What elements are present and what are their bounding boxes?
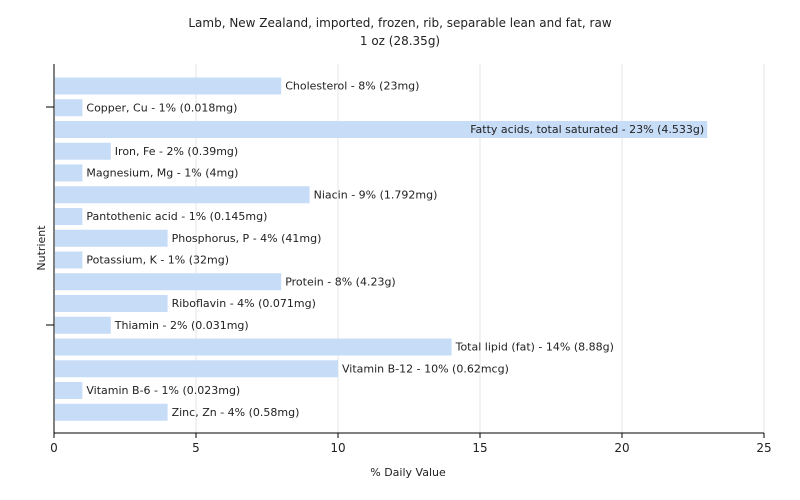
bar-label-12: Total lipid (fat) - 14% (8.88g) [455, 341, 614, 354]
bar-15 [55, 403, 168, 421]
x-axis-label: % Daily Value [370, 466, 446, 479]
bar-9 [55, 273, 282, 291]
x-tick-label-5: 25 [756, 441, 771, 455]
bar-label-7: Phosphorus, P - 4% (41mg) [172, 232, 322, 245]
bar-3 [55, 142, 111, 160]
bar-label-10: Riboflavin - 4% (0.071mg) [172, 297, 316, 310]
x-tick-label-3: 15 [472, 441, 487, 455]
bar-7 [55, 229, 168, 247]
bar-label-8: Potassium, K - 1% (32mg) [86, 254, 229, 267]
bar-1 [55, 99, 83, 117]
bar-8 [55, 251, 83, 269]
bar-labels-group: Cholesterol - 8% (23mg) Copper, Cu - 1% (… [86, 80, 704, 419]
bar-5 [55, 186, 310, 204]
bar-label-1: Copper, Cu - 1% (0.018mg) [86, 101, 237, 114]
bar-4 [55, 164, 83, 182]
chart-subtitle: 1 oz (28.35g) [360, 34, 440, 48]
bar-2 [55, 121, 708, 138]
bar-0 [55, 77, 282, 95]
bar-label-14: Vitamin B-6 - 1% (0.023mg) [86, 384, 240, 397]
bar-13 [55, 360, 338, 378]
x-tick-label-1: 5 [192, 441, 200, 455]
chart-title: Lamb, New Zealand, imported, frozen, rib… [188, 16, 611, 30]
bar-label-9: Protein - 8% (4.23g) [285, 275, 396, 288]
x-tick-label-2: 10 [330, 441, 345, 455]
bars-group [55, 77, 708, 421]
bar-label-5: Niacin - 9% (1.792mg) [314, 188, 438, 201]
bar-label-15: Zinc, Zn - 4% (0.58mg) [172, 406, 300, 419]
bar-12 [55, 338, 452, 356]
bar-label-4: Magnesium, Mg - 1% (4mg) [86, 167, 238, 180]
grid-lines [195, 64, 765, 433]
bar-11 [55, 316, 111, 334]
bar-10 [55, 295, 168, 312]
bar-label-2: Fatty acids, total saturated - 23% (4.53… [470, 123, 704, 136]
y-axis-label: Nutrient [35, 225, 48, 271]
x-tick-label-4: 20 [614, 441, 629, 455]
bar-label-3: Iron, Fe - 2% (0.39mg) [115, 145, 238, 158]
bar-label-6: Pantothenic acid - 1% (0.145mg) [86, 210, 267, 223]
bar-label-13: Vitamin B-12 - 10% (0.62mcg) [342, 362, 509, 375]
bar-label-11: Thiamin - 2% (0.031mg) [114, 319, 249, 332]
bar-14 [55, 382, 83, 399]
x-tick-label-0: 0 [50, 441, 58, 455]
axes-group [46, 64, 764, 434]
x-tick-labels: 0 5 10 15 20 25 [50, 433, 772, 455]
bar-6 [55, 208, 83, 225]
bar-label-0: Cholesterol - 8% (23mg) [285, 80, 419, 93]
